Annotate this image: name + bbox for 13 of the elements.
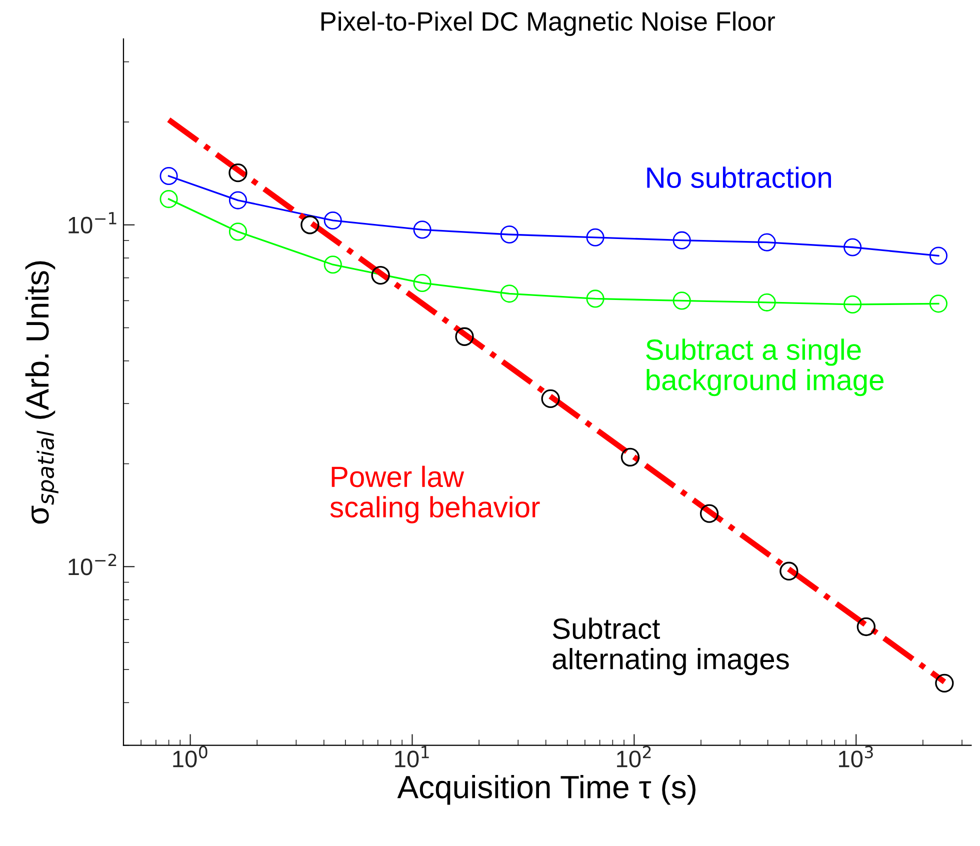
series-label: Subtract alternating images [552, 618, 789, 676]
series-label: Subtract a single background image [646, 338, 884, 396]
text: Power law scaling behavior [330, 466, 540, 524]
chart-title: Pixel-to-Pixel DC Magnetic Noise Floor [321, 11, 775, 36]
y-tick-label: 10$^{−2}$ [68, 554, 116, 576]
y-axis-title: σ$_{spatial}$ (Arb. Units) [25, 261, 58, 524]
y-tick-label: 10$^{−1}$ [68, 212, 116, 234]
series-label: No subtraction [647, 166, 831, 188]
x-tick-label: 10$^{3}$ [839, 746, 873, 768]
x-axis-title: Acquisition Time τ (s) [397, 774, 696, 805]
x-tick-label: 10$^{1}$ [395, 746, 429, 768]
x-tick-label: 10$^{0}$ [173, 746, 208, 768]
x-tick-label: 10$^{2}$ [617, 746, 651, 768]
